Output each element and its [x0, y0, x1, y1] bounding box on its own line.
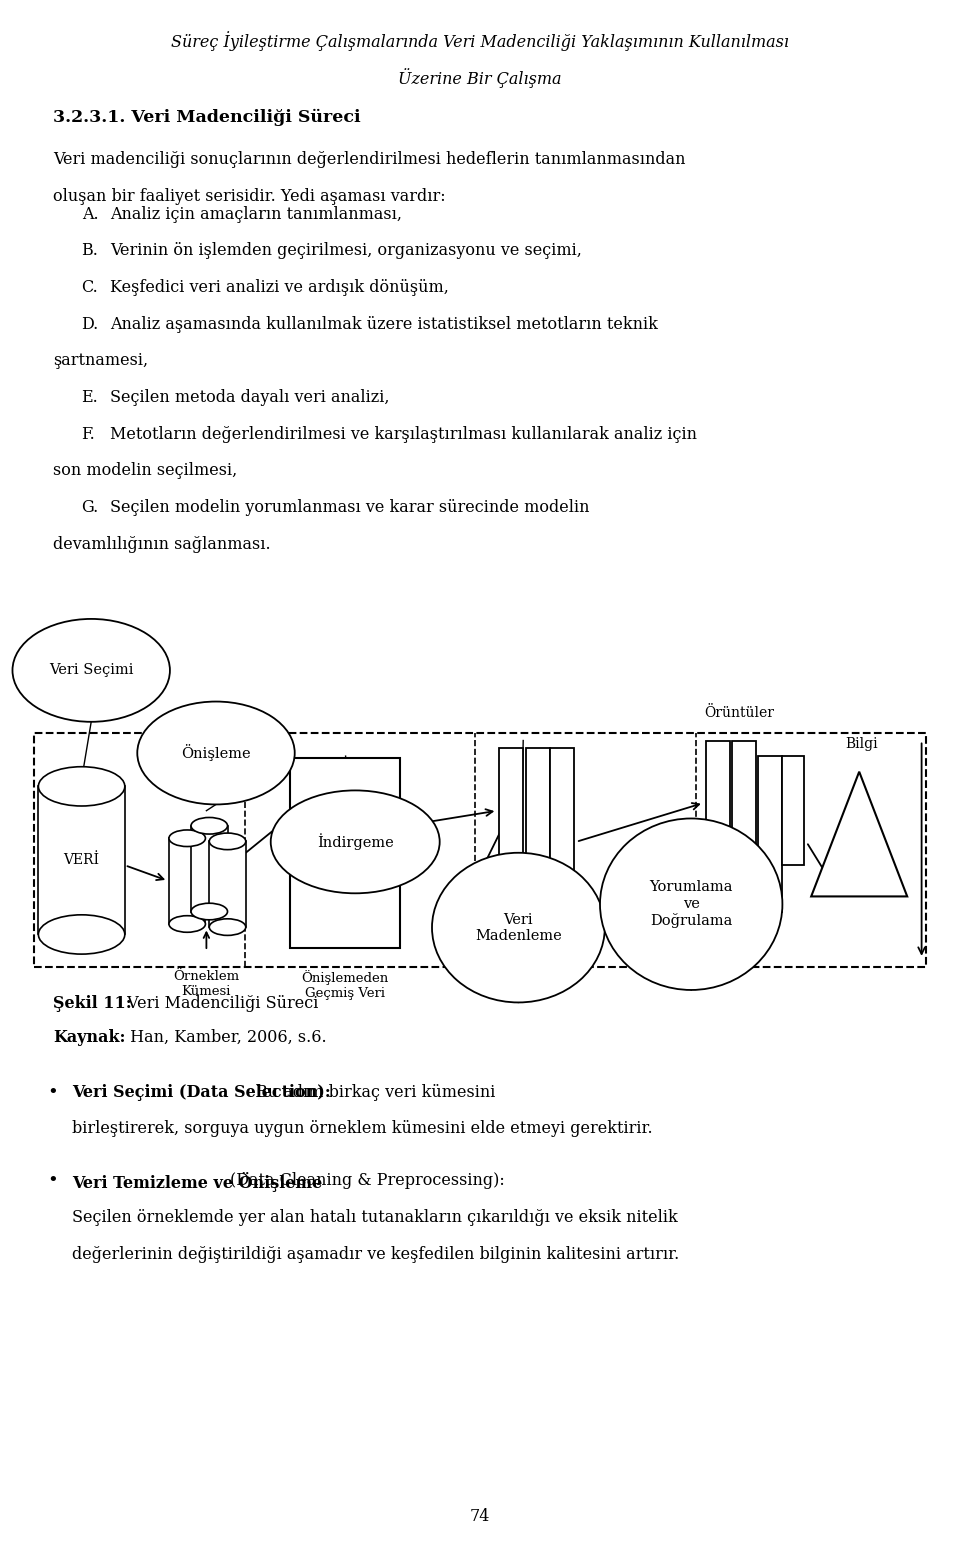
- Bar: [550, 748, 574, 881]
- Bar: [732, 741, 756, 881]
- Text: Seçilen örneklemde yer alan hatalı tutanakların çıkarıldığı ve eksik nitelik: Seçilen örneklemde yer alan hatalı tutan…: [72, 1210, 678, 1225]
- Text: İndirgeme: İndirgeme: [317, 834, 394, 850]
- Text: 3.2.3.1. Veri Madenciliği Süreci: 3.2.3.1. Veri Madenciliği Süreci: [53, 109, 360, 126]
- Text: Han, Kamber, 2006, s.6.: Han, Kamber, 2006, s.6.: [125, 1029, 326, 1046]
- Bar: [758, 756, 782, 912]
- Text: (Data Cleaning & Preprocessing):: (Data Cleaning & Preprocessing):: [230, 1172, 505, 1190]
- Text: Yorumlama
ve
Doğrulama: Yorumlama ve Doğrulama: [650, 881, 732, 928]
- Text: İndirgenmiş
Veri: İndirgenmiş Veri: [488, 970, 568, 999]
- Text: D.: D.: [82, 315, 99, 332]
- Text: Verinin ön işlemden geçirilmesi, organizasyonu ve seçimi,: Verinin ön işlemden geçirilmesi, organiz…: [110, 242, 583, 259]
- Text: değerlerinin değiştirildiği aşamadır ve keşfedilen bilginin kalitesini artırır.: değerlerinin değiştirildiği aşamadır ve …: [72, 1246, 680, 1263]
- Text: birleştirerek, sorguya uygun örneklem kümesini elde etmeyi gerektirir.: birleştirerek, sorguya uygun örneklem kü…: [72, 1121, 653, 1137]
- Text: Veri
Madenleme: Veri Madenleme: [475, 912, 562, 943]
- Bar: [526, 748, 550, 912]
- Text: Kaynak:: Kaynak:: [53, 1029, 126, 1046]
- Text: E.: E.: [82, 388, 98, 405]
- Ellipse shape: [191, 817, 228, 834]
- Ellipse shape: [191, 903, 228, 920]
- Text: Veri Madenciliği Süreci: Veri Madenciliği Süreci: [122, 995, 319, 1012]
- Bar: [706, 741, 730, 951]
- Bar: [169, 839, 205, 924]
- Polygon shape: [811, 772, 907, 896]
- Text: Önişleme: Önişleme: [181, 745, 251, 761]
- Ellipse shape: [432, 853, 605, 1002]
- Text: Bu adım birkaç veri kümesini: Bu adım birkaç veri kümesini: [256, 1084, 495, 1101]
- Text: F.: F.: [82, 426, 95, 443]
- Bar: [38, 786, 125, 934]
- Bar: [499, 748, 523, 951]
- Text: Seçilen metoda dayalı veri analizi,: Seçilen metoda dayalı veri analizi,: [110, 388, 390, 405]
- Text: Metotların değerlendirilmesi ve karşılaştırılması kullanılarak analiz için: Metotların değerlendirilmesi ve karşılaş…: [110, 426, 697, 443]
- Text: Önişlemeden
Geçmiş Veri: Önişlemeden Geçmiş Veri: [301, 970, 389, 999]
- Text: son modelin seçilmesi,: son modelin seçilmesi,: [53, 461, 237, 479]
- Bar: [290, 758, 400, 948]
- Text: Veri madenciliği sonuçlarının değerlendirilmesi hedeflerin tanımlanmasından: Veri madenciliği sonuçlarının değerlendi…: [53, 151, 685, 168]
- Bar: [34, 733, 926, 967]
- Text: Veri Seçimi: Veri Seçimi: [49, 664, 133, 677]
- Ellipse shape: [600, 818, 782, 990]
- Text: Üzerine Bir Çalışma: Üzerine Bir Çalışma: [398, 67, 562, 87]
- Ellipse shape: [38, 767, 125, 806]
- Text: Veri Temizleme ve Önişleme: Veri Temizleme ve Önişleme: [72, 1172, 323, 1193]
- Text: G.: G.: [82, 499, 99, 516]
- Ellipse shape: [271, 790, 440, 893]
- Text: Örneklem
Kümesi: Örneklem Kümesi: [174, 970, 239, 998]
- Ellipse shape: [137, 702, 295, 804]
- Text: VERİ: VERİ: [63, 853, 100, 867]
- Ellipse shape: [209, 918, 246, 935]
- Ellipse shape: [169, 829, 205, 847]
- Text: Şekil 11:: Şekil 11:: [53, 995, 132, 1012]
- Text: Keşfedici veri analizi ve ardışık dönüşüm,: Keşfedici veri analizi ve ardışık dönüşü…: [110, 279, 449, 296]
- Text: şartnamesi,: şartnamesi,: [53, 352, 148, 369]
- Text: A.: A.: [82, 206, 98, 223]
- Text: Örüntüler: Örüntüler: [705, 706, 774, 720]
- Text: devamlılığının sağlanması.: devamlılığının sağlanması.: [53, 535, 271, 552]
- Ellipse shape: [38, 915, 125, 954]
- Text: •: •: [47, 1172, 59, 1191]
- Bar: [191, 826, 228, 912]
- Text: Veri Seçimi (Data Selection):: Veri Seçimi (Data Selection):: [72, 1084, 331, 1101]
- Text: B.: B.: [82, 242, 99, 259]
- Text: Bilgi: Bilgi: [845, 737, 877, 751]
- Bar: [209, 842, 246, 928]
- Text: Süreç İyileştirme Çalışmalarında Veri Madenciliği Yaklaşımının Kullanılması: Süreç İyileştirme Çalışmalarında Veri Ma…: [171, 31, 789, 51]
- Ellipse shape: [169, 915, 205, 932]
- Text: 74: 74: [469, 1508, 491, 1525]
- Text: Seçilen modelin yorumlanması ve karar sürecinde modelin: Seçilen modelin yorumlanması ve karar sü…: [110, 499, 589, 516]
- Text: Analiz için amaçların tanımlanması,: Analiz için amaçların tanımlanması,: [110, 206, 402, 223]
- Text: •: •: [47, 1084, 59, 1102]
- Ellipse shape: [12, 619, 170, 722]
- Ellipse shape: [209, 833, 246, 850]
- Text: oluşan bir faaliyet serisidir. Yedi aşaması vardır:: oluşan bir faaliyet serisidir. Yedi aşam…: [53, 187, 445, 204]
- Text: C.: C.: [82, 279, 98, 296]
- Bar: [782, 756, 804, 865]
- Text: Analiz aşamasında kullanılmak üzere istatistiksel metotların teknik: Analiz aşamasında kullanılmak üzere ista…: [110, 315, 659, 332]
